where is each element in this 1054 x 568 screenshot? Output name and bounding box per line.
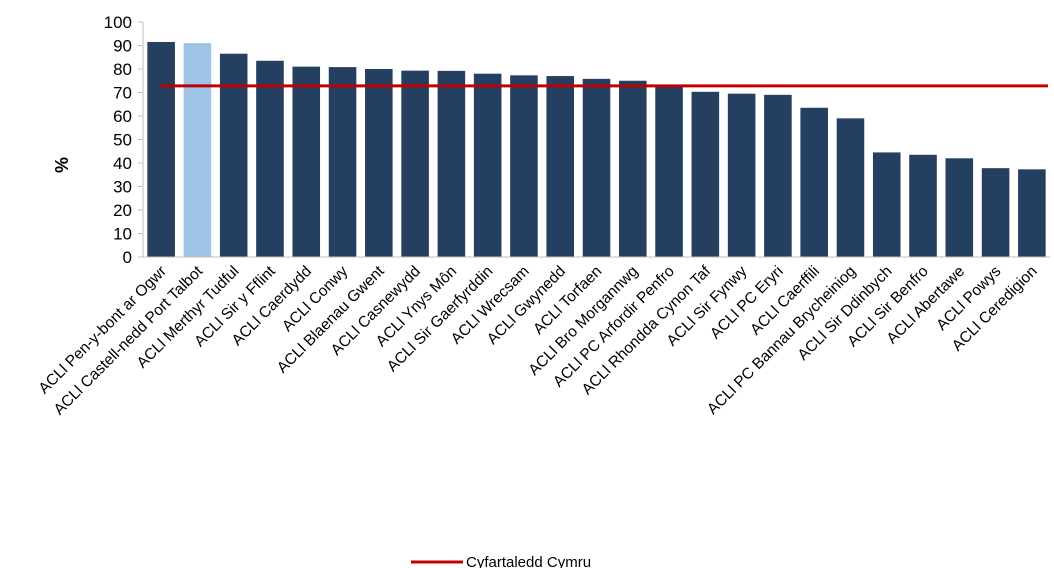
x-tick-label: ACLl Castell-nedd Port Talbot (51, 262, 207, 418)
bar (219, 53, 248, 257)
bar (546, 76, 575, 257)
bars (147, 41, 1046, 258)
bar (510, 75, 538, 257)
bar (401, 70, 429, 258)
y-tick-label: 90 (113, 37, 132, 56)
y-tick-label: 80 (113, 60, 132, 79)
bar (328, 67, 357, 258)
y-tick-label: 70 (113, 84, 132, 103)
bar (292, 66, 321, 258)
bar (365, 69, 393, 257)
y-tick-label: 10 (113, 225, 132, 244)
legend: Cyfartaledd Cymru (411, 554, 591, 568)
bar (800, 107, 828, 258)
y-axis-label: % (52, 157, 72, 173)
bar (655, 85, 683, 257)
bar (437, 70, 466, 257)
bar (945, 158, 974, 257)
bar (618, 80, 647, 257)
bar (872, 152, 901, 257)
bar (909, 154, 937, 257)
bar (582, 78, 611, 258)
bar (836, 118, 865, 257)
bar (256, 60, 284, 258)
bar (727, 93, 756, 257)
y-tick-label: 60 (113, 107, 132, 126)
y-tick-label: 20 (113, 201, 132, 220)
y-tick-label: 0 (123, 248, 132, 267)
bar (764, 94, 792, 257)
y-tick-label: 50 (113, 131, 132, 150)
y-tick-label: 40 (113, 154, 132, 173)
legend-label: Cyfartaledd Cymru (466, 554, 591, 568)
bar (473, 73, 502, 257)
y-tick-label: 100 (104, 13, 132, 32)
bar (981, 168, 1010, 257)
bar (147, 41, 175, 257)
bar (1018, 169, 1046, 257)
y-axis: 0 10 20 30 40 50 60 70 80 90 100 (104, 13, 144, 267)
bar (183, 43, 212, 258)
y-tick-label: 30 (113, 178, 132, 197)
bar (691, 91, 720, 257)
